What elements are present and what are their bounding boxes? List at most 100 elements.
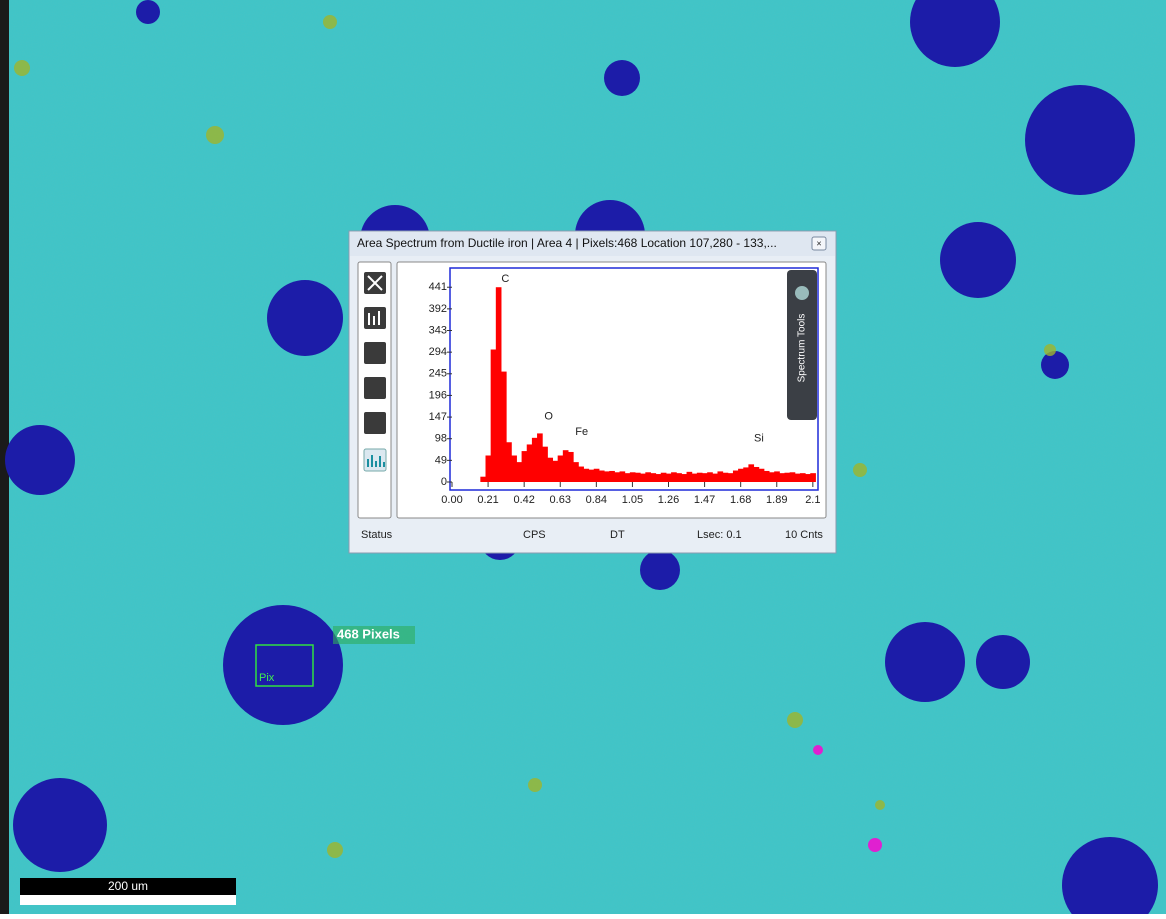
y-tick-label: 441 [429, 281, 447, 293]
spectrum-bar [625, 473, 631, 482]
spectrum-bar [784, 473, 790, 482]
spectrum-bar [687, 472, 693, 482]
tool-button[interactable] [364, 377, 386, 399]
spectrum-bar [516, 462, 522, 482]
tool-button[interactable] [364, 412, 386, 434]
spectrum-bar [599, 471, 605, 482]
spectrum-bar [501, 372, 507, 482]
spectrum-bar [553, 461, 559, 482]
spectrum-bar [511, 456, 517, 483]
spectrum-bar [609, 471, 615, 482]
peak-label: Fe [575, 426, 588, 438]
spectrum-bar [779, 473, 785, 482]
spectrum-window: Area Spectrum from Ductile iron | Area 4… [349, 231, 836, 553]
spectrum-bar [620, 471, 626, 482]
peak-label: O [544, 410, 553, 422]
spectrum-bar [681, 474, 687, 482]
spectrum-bar [480, 477, 486, 482]
spectrum-bar [697, 473, 703, 482]
x-tick-label: 0.42 [513, 494, 534, 506]
spectrum-bar [537, 433, 543, 482]
spectrum-bar [764, 471, 770, 482]
x-tick-label: 0.21 [477, 494, 498, 506]
spectrum-bar [805, 474, 811, 482]
spectrum-bar [522, 451, 528, 482]
spectrum-bar [728, 473, 734, 482]
spectrum-bar [558, 456, 564, 483]
spectrum-bar [604, 471, 610, 482]
tool-button[interactable] [364, 342, 386, 364]
spectrum-bar [774, 471, 780, 482]
spectrum-bar [702, 473, 708, 482]
spectrum-bar [748, 464, 754, 482]
status-label: Status [361, 529, 393, 541]
spectrum-bar [671, 472, 677, 482]
status-label: 10 Cnts [785, 529, 823, 541]
screen: Pix 468 Pixels 200 um Area Spectrum from… [0, 0, 1166, 914]
status-label: CPS [523, 529, 546, 541]
spectrum-bar [795, 474, 801, 482]
spectrum-bar [650, 473, 656, 482]
spectrum-bar [769, 472, 775, 482]
x-tick-label: 2.1 [805, 494, 820, 506]
spectrum-bar [568, 452, 574, 482]
spectrum-bar [630, 472, 636, 482]
peak-label: C [501, 273, 509, 285]
spectrum-bar [506, 442, 512, 482]
x-tick-label: 1.89 [766, 494, 787, 506]
peak-label: Si [754, 433, 764, 445]
spectrum-bar [578, 467, 584, 482]
spectrum-bar [800, 473, 806, 482]
x-tick-label: 1.26 [658, 494, 679, 506]
close-icon: × [816, 238, 821, 248]
x-tick-label: 0.00 [441, 494, 462, 506]
spectrum-bar [707, 472, 713, 482]
scale-bar-label: 200 um [108, 879, 148, 893]
y-tick-label: 245 [429, 368, 447, 380]
x-tick-label: 1.47 [694, 494, 715, 506]
spectrum-bar [563, 450, 569, 482]
spectrum-bar [656, 474, 662, 482]
y-tick-label: 0 [441, 476, 447, 488]
spectrum-bar [810, 473, 816, 482]
side-tab-label: Spectrum Tools [797, 314, 808, 383]
spectrum-bar [527, 444, 533, 482]
spectrum-bar [614, 472, 620, 482]
roi-label: Pix [259, 672, 275, 684]
spectrum-bar [759, 469, 765, 482]
x-tick-label: 0.84 [586, 494, 607, 506]
spectrum-bar [486, 456, 492, 483]
spectrum-bar [635, 473, 641, 482]
page: Pix 468 Pixels 200 um Area Spectrum from… [0, 0, 1166, 914]
y-tick-label: 49 [435, 454, 447, 466]
y-tick-label: 392 [429, 303, 447, 315]
spectrum-bar [712, 474, 718, 482]
spectrum-bar [717, 471, 723, 482]
y-tick-label: 147 [429, 411, 447, 423]
spectrum-bar [496, 287, 502, 482]
spectrum-bar [723, 473, 729, 482]
spectrum-bar [594, 469, 600, 482]
spectrum-bar [738, 469, 744, 482]
spectrum-bar [676, 473, 682, 482]
window-title: Area Spectrum from Ductile iron | Area 4… [357, 236, 777, 250]
spectrum-bar [790, 472, 796, 482]
x-tick-label: 1.68 [730, 494, 751, 506]
spectrum-bar [666, 474, 672, 482]
status-label: Lsec: 0.1 [697, 529, 742, 541]
spectrum-bar [573, 462, 579, 482]
spectrum-bar [743, 467, 749, 482]
spectrum-bar [692, 474, 698, 482]
y-tick-label: 294 [429, 346, 447, 358]
spectrum-bar [589, 470, 595, 482]
y-tick-label: 196 [429, 389, 447, 401]
selection-label: 468 Pixels [337, 626, 400, 641]
spectrum-bar [491, 350, 497, 483]
spectrum-bar [754, 467, 760, 482]
y-tick-label: 343 [429, 324, 447, 336]
spectrum-bar [532, 438, 538, 482]
status-label: DT [610, 529, 625, 541]
spectrum-bar [733, 471, 739, 482]
spectrum-bar [542, 447, 548, 482]
spectrum-bar [583, 469, 589, 482]
